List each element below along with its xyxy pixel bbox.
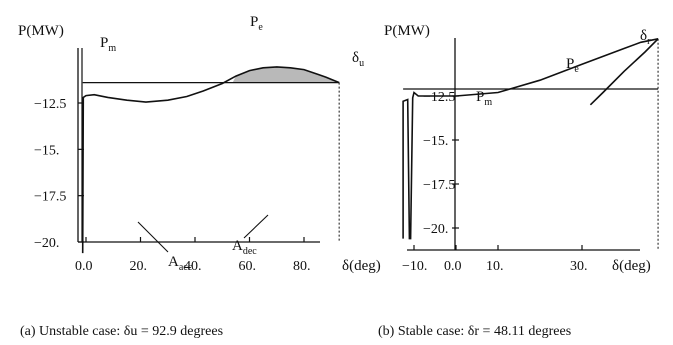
x-tick-label: 20.	[130, 259, 148, 274]
x-axis-title: δ(deg)	[342, 258, 381, 274]
y-tick-label: −20.	[34, 236, 59, 251]
y-tick-label: −17.5	[34, 190, 66, 205]
aacc-pointer	[137, 221, 169, 253]
pm-label: Pm	[100, 35, 116, 54]
decelerating-area	[232, 66, 340, 83]
y-tick-label: −12.5	[34, 97, 66, 112]
x-tick-label: 0.0	[444, 259, 462, 274]
y-tick-label: −12.5	[423, 90, 455, 105]
y-axis-title: P(MW)	[18, 23, 64, 39]
x-tick-label: 40.	[184, 259, 202, 274]
x-tick-label: 10.	[486, 259, 504, 274]
caption-b: (b) Stable case: δr = 48.11 degrees	[378, 324, 571, 339]
delta-u-label: δu	[352, 50, 364, 69]
pe-label: Pe	[566, 56, 579, 75]
tick-labels: −10. 0.0 10. 30. −12.5 −15. −17.5 −20.	[402, 90, 588, 274]
pm-label: Pm	[476, 89, 492, 108]
delta-r-label: δr	[640, 28, 651, 47]
chart-unstable: 0.0 20. 40. 60. 80.−12.5−15.−17.5−20. P(MW) …	[18, 14, 381, 274]
adec-pointer	[243, 214, 269, 239]
y-tick-label: −20.	[423, 222, 448, 237]
y-tick-label: −15.	[34, 143, 59, 158]
pe-return-curve	[589, 38, 659, 106]
x-axis-title: δ(deg)	[612, 258, 651, 274]
caption-a: (a) Unstable case: δu = 92.9 degrees	[20, 324, 223, 339]
y-tick-label: −17.5	[423, 178, 455, 193]
chart-stable: −10. 0.0 10. 30. −12.5 −15. −17.5 −20. P(MW) δ(…	[384, 23, 659, 274]
pe-curve	[402, 38, 659, 240]
pe-curve	[81, 66, 340, 254]
aacc-label: Aacc	[168, 254, 193, 273]
x-tick-label: 80.	[293, 259, 311, 274]
x-tick-label: −10.	[402, 259, 427, 274]
x-tick-label: 0.0	[75, 259, 93, 274]
pe-label: Pe	[250, 14, 263, 33]
x-tick-label: 30.	[570, 259, 588, 274]
y-axis-title: P(MW)	[384, 23, 430, 39]
adec-label: Adec	[232, 238, 257, 257]
tick-labels: 0.0 20. 40. 60. 80. −12.5 −15. −17.5 −20.	[34, 97, 311, 274]
axes-frame	[407, 38, 640, 251]
x-tick-label: 60.	[239, 259, 257, 274]
y-tick-label: −15.	[423, 134, 448, 149]
axes-frame	[77, 48, 320, 243]
